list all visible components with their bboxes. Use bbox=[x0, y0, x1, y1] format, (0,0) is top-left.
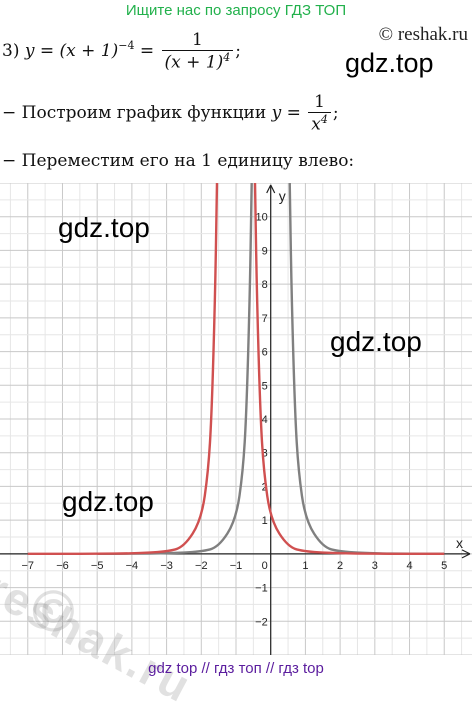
step-1-denominator: x4 bbox=[308, 112, 331, 135]
y-tick-label: 5 bbox=[262, 380, 268, 392]
x-tick-label: 2 bbox=[337, 560, 343, 572]
gdz-watermark-2: gdz.top bbox=[58, 212, 150, 243]
problem-formula: 3) y = (x + 1)−4 = 1 (x + 1)4 ; bbox=[2, 30, 241, 73]
y-tick-label: −2 bbox=[255, 616, 268, 628]
x-axis-arrow bbox=[461, 549, 471, 559]
formula-lhs-exponent: −4 bbox=[118, 39, 135, 53]
x-tick-label: −1 bbox=[230, 560, 243, 572]
y-tick-label: 8 bbox=[262, 279, 268, 291]
gdz-watermark-1: gdz.top bbox=[345, 48, 434, 78]
search-banner: Ищите нас по запросу ГДЗ ТОП bbox=[125, 2, 347, 19]
curve-shifted-function bbox=[27, 183, 219, 556]
step-1-lhs: y = bbox=[271, 102, 301, 123]
step-1-fraction: 1 x4 bbox=[308, 92, 331, 135]
x-tick-label: 3 bbox=[372, 560, 378, 572]
y-tick-label: 1 bbox=[262, 515, 268, 527]
step-1-text: − Построим график функции bbox=[2, 102, 267, 123]
y-tick-label: 7 bbox=[262, 313, 268, 325]
formula-equals: = bbox=[139, 40, 155, 61]
gdz-watermark-4: gdz.top bbox=[62, 486, 154, 517]
function-graph: x y −7 −6 −5 −4 −3 −2 −1 1 2 3 4 5 −2 −1 1 2 3 4 5 6 7 8 9 10 0 bbox=[0, 183, 472, 655]
x-tick-label: −4 bbox=[126, 560, 139, 572]
footer-links: gdz top // гдз топ // гдз top bbox=[148, 660, 324, 677]
y-tick-label: 3 bbox=[262, 448, 268, 460]
x-axis-label: x bbox=[456, 535, 463, 551]
step-1-end: ; bbox=[332, 102, 339, 123]
step-1-den-base: x bbox=[311, 114, 321, 135]
formula-lhs: y = (x + 1) bbox=[24, 40, 119, 61]
y-tick-label: 2 bbox=[262, 481, 268, 493]
y-tick-label: −1 bbox=[255, 583, 268, 595]
y-tick-label: 10 bbox=[255, 212, 267, 224]
origin-label: 0 bbox=[262, 560, 268, 572]
fraction-denominator: (x + 1)4 bbox=[161, 50, 234, 73]
y-tick-label: 4 bbox=[262, 414, 268, 426]
copyright-watermark: © bbox=[32, 579, 75, 644]
x-tick-label: −3 bbox=[160, 560, 173, 572]
y-axis-arrow bbox=[266, 184, 276, 194]
curve-shifted-function bbox=[253, 183, 445, 556]
x-tick-label: −2 bbox=[195, 560, 208, 572]
fraction-numerator: 1 bbox=[191, 30, 203, 50]
x-tick-label: 4 bbox=[406, 560, 412, 572]
x-tick-label: 1 bbox=[302, 560, 308, 572]
x-tick-label: −7 bbox=[21, 560, 34, 572]
x-tick-label: 5 bbox=[441, 560, 447, 572]
y-tick-label: 9 bbox=[262, 245, 268, 257]
gdz-watermark-3: gdz.top bbox=[330, 326, 422, 357]
x-tick-label: −6 bbox=[56, 560, 69, 572]
curves bbox=[27, 183, 445, 556]
denominator-exponent: 4 bbox=[223, 51, 231, 64]
formula-end: ; bbox=[235, 40, 241, 61]
step-1-numerator: 1 bbox=[314, 92, 325, 112]
y-axis-label: y bbox=[279, 188, 286, 204]
step-2: − Переместим его на 1 единицу влево: bbox=[2, 151, 355, 171]
formula-fraction: 1 (x + 1)4 bbox=[161, 30, 234, 73]
site-watermark: © reshak.ru bbox=[378, 24, 468, 45]
step-1-den-exponent: 4 bbox=[320, 113, 328, 126]
x-tick-label: −5 bbox=[91, 560, 104, 572]
denominator-base: (x + 1) bbox=[164, 52, 224, 73]
y-tick-label: 6 bbox=[262, 347, 268, 359]
tick-labels: x y −7 −6 −5 −4 −3 −2 −1 1 2 3 4 5 −2 −1 1 2 3 4 5 6 7 8 9 10 0 bbox=[21, 188, 463, 628]
grid bbox=[0, 183, 472, 655]
problem-number: 3) bbox=[2, 40, 20, 61]
step-1: − Построим график функции y = 1 x4 ; bbox=[2, 92, 339, 135]
